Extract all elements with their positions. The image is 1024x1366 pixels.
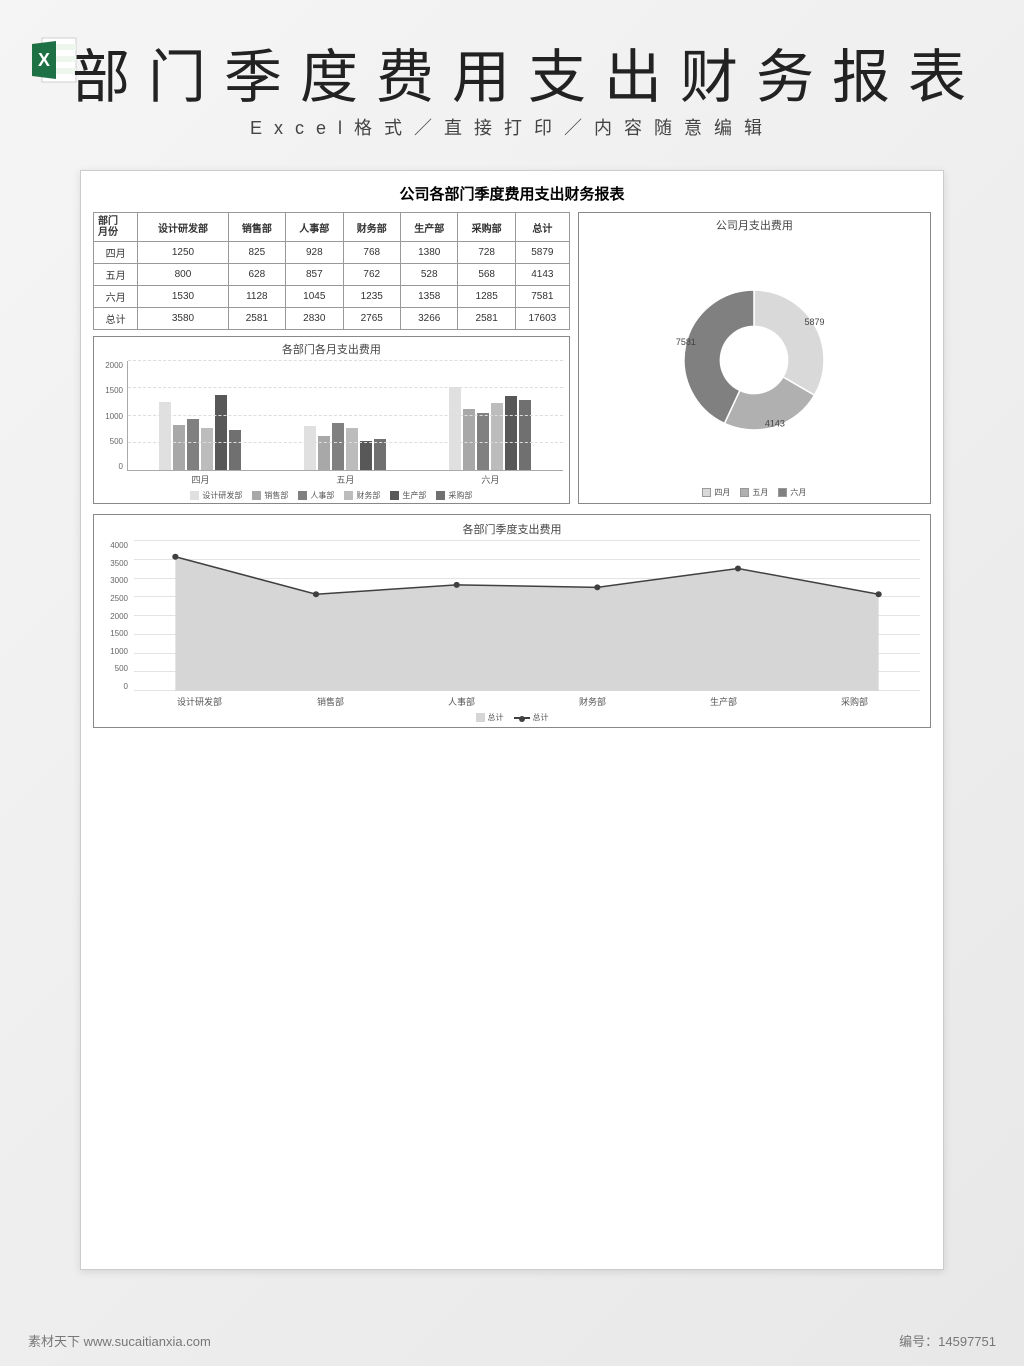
svg-text:7581: 7581 [676, 337, 696, 347]
legend-item: 采购部 [436, 490, 472, 501]
table-row: 四月125082592876813807285879 [94, 242, 570, 264]
bar [332, 423, 344, 470]
col-header: 财务部 [343, 213, 400, 242]
page-subtitle: Excel格式／直接打印／内容随意编辑 [0, 114, 1024, 140]
area-plot-area [134, 541, 920, 691]
bar [215, 395, 227, 470]
spreadsheet-preview: 公司各部门季度费用支出财务报表 部门月份 设计研发部 销售部 人事部 财务部 生… [80, 170, 944, 1270]
area-chart-title: 各部门季度支出费用 [104, 521, 920, 537]
donut-legend: 四月五月六月 [585, 487, 924, 498]
donut-slice [754, 290, 824, 395]
col-header: 人事部 [286, 213, 343, 242]
area-y-axis: 05001000150020002500300035004000 [104, 541, 134, 691]
legend-item: 人事部 [298, 490, 334, 501]
footer-right: 编号：14597751 [899, 1331, 996, 1350]
table-row: 五月8006288577625285684143 [94, 264, 570, 286]
bar [173, 425, 185, 470]
footer-left: 素材天下 www.sucaitianxia.com [28, 1331, 211, 1350]
legend-item: 总计 [514, 712, 549, 723]
col-header: 总计 [515, 213, 569, 242]
legend-item: 四月 [702, 487, 730, 498]
legend-item: 财务部 [344, 490, 380, 501]
donut-chart-title: 公司月支出费用 [585, 217, 924, 233]
bar [491, 403, 503, 470]
bar [159, 402, 171, 470]
bar-plot-area [128, 361, 563, 471]
legend-item: 总计 [476, 712, 504, 723]
bar [304, 426, 316, 470]
bar [519, 400, 531, 470]
col-header: 设计研发部 [138, 213, 228, 242]
area-chart-panel: 各部门季度支出费用 050010001500200025003000350040… [93, 514, 931, 728]
legend-item: 五月 [740, 487, 768, 498]
bar [346, 428, 358, 470]
expense-table: 部门月份 设计研发部 销售部 人事部 财务部 生产部 采购部 总计 四月1250… [93, 212, 570, 330]
footer: 素材天下 www.sucaitianxia.com 编号：14597751 [0, 1331, 1024, 1350]
page-title: 部门季度费用支出财务报表 [72, 30, 984, 114]
svg-text:5879: 5879 [805, 317, 825, 327]
col-header: 销售部 [228, 213, 285, 242]
bar-chart-title: 各部门各月支出费用 [100, 341, 563, 357]
bar [360, 441, 372, 470]
bar-legend: 设计研发部销售部人事部财务部生产部采购部 [100, 490, 563, 501]
donut-chart-panel: 公司月支出费用 5879 4143 7581 四月五月六月 [578, 212, 931, 504]
bar [229, 430, 241, 470]
bar [201, 428, 213, 470]
line-marker [594, 584, 600, 590]
line-marker [172, 554, 178, 560]
bar [463, 409, 475, 470]
donut-plot-area: 5879 4143 7581 [585, 237, 924, 483]
bar-x-labels: 四月五月六月 [128, 471, 563, 486]
bar [449, 387, 461, 470]
bar-chart-panel: 各部门各月支出费用 0500100015002000 四月五月六月 设计研发部销… [93, 336, 570, 504]
legend-item: 销售部 [252, 490, 288, 501]
line-marker [313, 591, 319, 597]
svg-text:4143: 4143 [765, 419, 785, 429]
table-row: 总计35802581283027653266258117603 [94, 308, 570, 330]
area-legend: 总计总计 [104, 712, 920, 723]
line-marker [735, 566, 741, 572]
legend-item: 六月 [778, 487, 806, 498]
table-corner: 部门月份 [94, 213, 138, 242]
area-x-labels: 设计研发部销售部人事部财务部生产部采购部 [134, 691, 920, 708]
bar [187, 419, 199, 470]
table-row: 六月1530112810451235135812857581 [94, 286, 570, 308]
legend-item: 设计研发部 [190, 490, 242, 501]
area-fill [175, 557, 878, 691]
col-header: 生产部 [400, 213, 457, 242]
line-marker [454, 582, 460, 588]
bar [374, 439, 386, 470]
svg-text:X: X [38, 50, 50, 70]
bar [505, 396, 517, 470]
sheet-title: 公司各部门季度费用支出财务报表 [93, 183, 931, 204]
line-marker [876, 591, 882, 597]
col-header: 采购部 [458, 213, 515, 242]
legend-item: 生产部 [390, 490, 426, 501]
bar-y-axis: 0500100015002000 [100, 361, 128, 471]
